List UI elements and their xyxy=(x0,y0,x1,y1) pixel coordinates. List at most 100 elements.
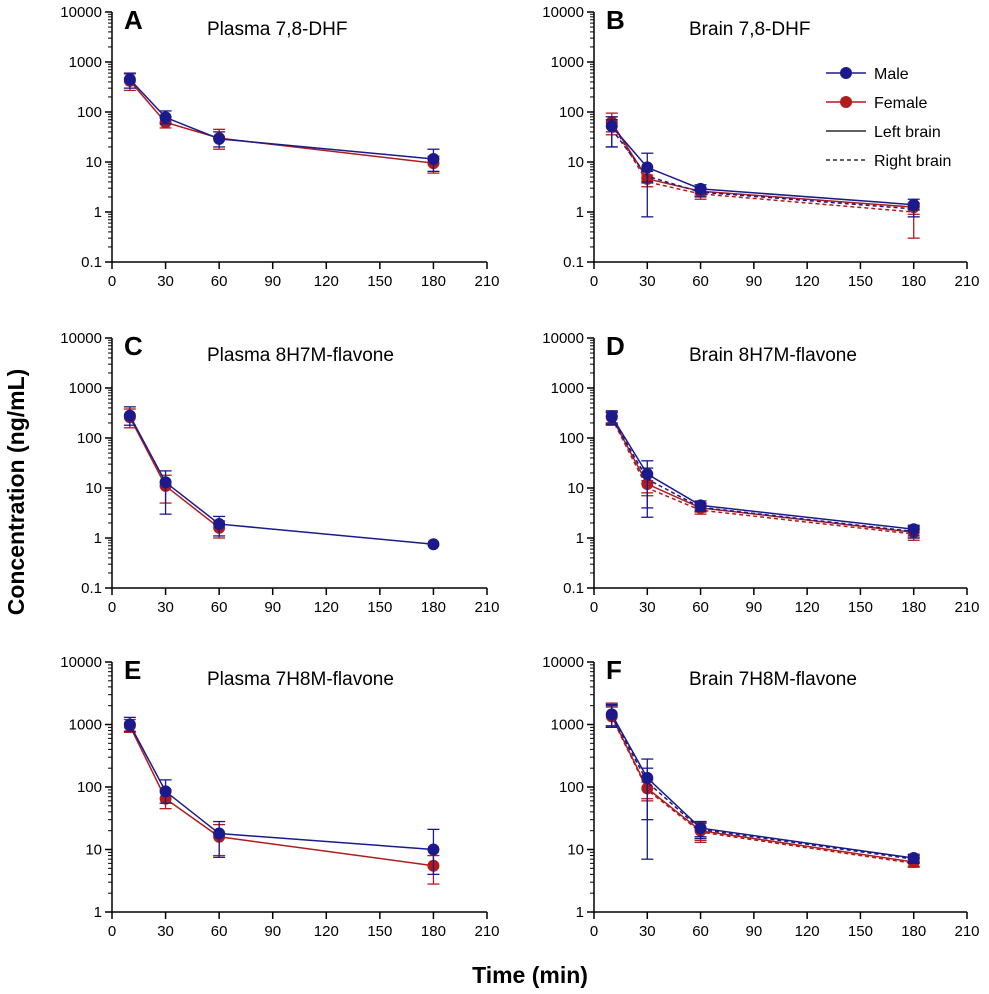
data-point xyxy=(427,538,440,551)
y-tick-label: 10000 xyxy=(60,330,102,347)
series-female xyxy=(123,408,226,539)
data-point xyxy=(694,822,707,835)
data-point xyxy=(123,73,136,86)
x-tick-label: 150 xyxy=(848,273,873,290)
series-line xyxy=(611,416,914,534)
y-tick-label: 1 xyxy=(576,204,584,221)
legend-item-right-brain: Right brain xyxy=(826,153,951,170)
series-line xyxy=(611,121,914,208)
data-point xyxy=(641,161,654,174)
x-tick-label: 120 xyxy=(314,923,339,940)
x-tick-label: 60 xyxy=(692,599,709,616)
y-tick-label: 1000 xyxy=(69,54,102,71)
y-tick-label: 100 xyxy=(559,104,584,121)
y-tick-label: 10 xyxy=(567,154,584,171)
panel-b: 0.1 1 10 100 1000 10000 0 30 60 90 120 150 180 210 B Br… xyxy=(542,4,979,290)
data-point xyxy=(213,827,226,840)
y-tick-label: 1000 xyxy=(69,380,102,397)
y-tick-label: 100 xyxy=(77,779,102,796)
y-tick-label: 1000 xyxy=(551,54,584,71)
y-tick-label: 1 xyxy=(94,204,102,221)
x-tick-label: 120 xyxy=(795,273,820,290)
x-tick-label: 90 xyxy=(746,923,763,940)
x-axis-label: Time (min) xyxy=(472,962,588,988)
series-line xyxy=(611,128,914,210)
x-tick-label: 30 xyxy=(639,599,656,616)
y-tick-label: 1000 xyxy=(551,380,584,397)
data-point xyxy=(641,468,654,481)
legend-label: Right brain xyxy=(874,153,951,170)
x-tick-label: 210 xyxy=(954,923,979,940)
x-tick-label: 210 xyxy=(474,273,499,290)
x-tick-label: 30 xyxy=(157,273,174,290)
x-tick-label: 210 xyxy=(954,599,979,616)
y-tick-label: 10000 xyxy=(542,654,584,671)
x-tick-label: 0 xyxy=(590,273,598,290)
data-point xyxy=(213,518,226,531)
legend-swatch-marker xyxy=(840,96,852,108)
x-tick-label: 90 xyxy=(746,599,763,616)
panel-c: 0.1 1 10 100 1000 10000 0 30 60 90 120 150 180 210 C Pl… xyxy=(60,330,499,616)
y-tick-label: 1000 xyxy=(551,717,584,734)
y-tick-label: 10 xyxy=(567,842,584,859)
y-tick-label: 100 xyxy=(559,430,584,447)
y-tick-label: 0.1 xyxy=(563,254,584,271)
series-male-left-brain xyxy=(605,703,920,865)
data-point xyxy=(605,410,618,423)
x-tick-label: 210 xyxy=(474,923,499,940)
series-female-left-brain xyxy=(605,702,920,869)
legend-swatch-marker xyxy=(840,67,852,79)
series-line xyxy=(611,714,914,859)
x-tick-label: 30 xyxy=(157,599,174,616)
x-tick-label: 60 xyxy=(211,923,228,940)
data-point xyxy=(123,409,136,422)
panel-letter: C xyxy=(124,331,143,361)
x-tick-label: 60 xyxy=(211,599,228,616)
x-tick-label: 210 xyxy=(954,273,979,290)
data-point xyxy=(123,718,136,731)
data-point xyxy=(159,111,172,124)
data-point xyxy=(427,843,440,856)
series-line xyxy=(611,416,914,530)
x-tick-label: 120 xyxy=(795,599,820,616)
legend-item-left-brain: Left brain xyxy=(826,124,941,141)
x-tick-label: 180 xyxy=(901,273,926,290)
x-tick-label: 120 xyxy=(314,273,339,290)
x-tick-label: 150 xyxy=(848,923,873,940)
series-male xyxy=(123,406,440,551)
series-line xyxy=(129,416,220,529)
series-line xyxy=(611,716,914,863)
x-tick-label: 0 xyxy=(108,273,116,290)
x-tick-label: 30 xyxy=(639,273,656,290)
x-tick-label: 60 xyxy=(692,273,709,290)
y-tick-label: 10 xyxy=(85,480,102,497)
panel-title: Plasma 8H7M-flavone xyxy=(207,345,394,366)
panel-title: Brain 8H7M-flavone xyxy=(689,345,857,366)
legend-item-male: Male xyxy=(826,66,909,83)
series-line xyxy=(611,125,914,206)
panel-title: Brain 7H8M-flavone xyxy=(689,669,857,690)
x-tick-label: 180 xyxy=(421,923,446,940)
x-tick-label: 0 xyxy=(108,923,116,940)
data-point xyxy=(213,132,226,145)
y-tick-label: 0.1 xyxy=(81,580,102,597)
series-female xyxy=(123,718,440,885)
series-line xyxy=(611,715,914,860)
data-point xyxy=(427,152,440,165)
y-tick-label: 10000 xyxy=(60,4,102,21)
y-tick-label: 10 xyxy=(85,154,102,171)
legend-label: Left brain xyxy=(874,124,941,141)
data-point xyxy=(605,708,618,721)
data-point xyxy=(159,785,172,798)
y-tick-label: 10 xyxy=(85,842,102,859)
panel-letter: D xyxy=(606,331,625,361)
x-tick-label: 60 xyxy=(692,923,709,940)
y-tick-label: 100 xyxy=(559,779,584,796)
series-male xyxy=(123,72,440,173)
x-tick-label: 180 xyxy=(901,599,926,616)
y-axis-label: Concentration (ng/mL) xyxy=(3,369,29,616)
y-tick-label: 100 xyxy=(77,430,102,447)
data-point xyxy=(907,198,920,211)
